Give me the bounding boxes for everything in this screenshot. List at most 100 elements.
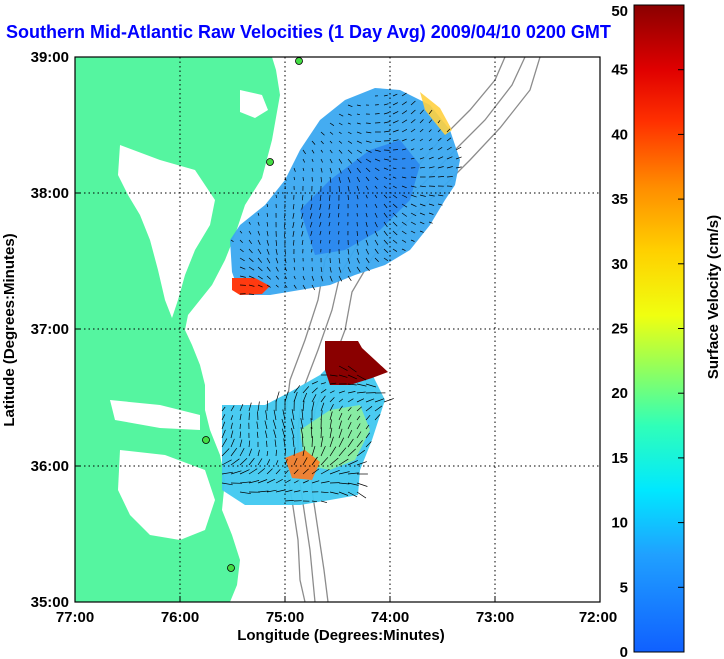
- velocity-vector: [293, 257, 295, 263]
- velocity-vector: [401, 194, 408, 198]
- x-tick-label: 74:00: [371, 609, 409, 626]
- y-tick-label: 35:00: [31, 594, 69, 611]
- velocity-vector: [365, 424, 370, 430]
- velocity-vector: [284, 459, 288, 466]
- velocity-vector: [356, 122, 361, 125]
- velocity-vector: [239, 431, 242, 439]
- velocity-vector: [401, 230, 407, 235]
- velocity-vector: [320, 410, 323, 421]
- velocity-vector: [275, 489, 285, 493]
- velocity-vector: [374, 239, 379, 246]
- velocity-field-south-max: [325, 341, 388, 385]
- velocity-vector: [437, 203, 443, 206]
- velocity-vector: [293, 457, 298, 466]
- velocity-vector: [320, 275, 324, 282]
- velocity-vector: [311, 480, 320, 484]
- velocity-vector: [383, 130, 390, 133]
- velocity-vector: [338, 398, 344, 403]
- velocity-vector: [328, 212, 331, 218]
- velocity-vector: [329, 131, 334, 135]
- velocity-vector: [383, 176, 388, 180]
- velocity-vector: [365, 414, 371, 421]
- velocity-vector: [383, 167, 389, 170]
- velocity-vector: [329, 239, 331, 244]
- colorbar-tick-label: 35: [611, 191, 628, 208]
- velocity-vector: [392, 102, 398, 106]
- velocity-vector: [401, 138, 407, 142]
- velocity-vector: [410, 109, 416, 115]
- velocity-vector: [365, 122, 371, 124]
- velocity-vector: [347, 414, 352, 421]
- velocity-vector: [284, 469, 289, 475]
- velocity-vector: [320, 500, 328, 504]
- velocity-vector: [230, 422, 233, 430]
- velocity-vector: [347, 460, 358, 466]
- velocity-vector: [320, 395, 326, 403]
- colorbar-tick-label: 0: [620, 644, 628, 659]
- colorbar: [633, 4, 685, 653]
- velocity-vector: [320, 266, 323, 273]
- velocity-vector: [320, 468, 330, 475]
- velocity-vector: [257, 221, 260, 226]
- velocity-vector: [301, 203, 304, 210]
- velocity-vector: [329, 167, 333, 174]
- velocity-vector: [221, 459, 232, 466]
- velocity-vector: [337, 212, 340, 218]
- velocity-vector: [239, 448, 245, 457]
- velocity-vector: [338, 437, 345, 448]
- velocity-vector: [338, 230, 340, 235]
- velocity-vector: [275, 449, 277, 457]
- velocity-vector: [437, 120, 441, 124]
- velocity-vector: [302, 436, 304, 448]
- velocity-vector: [221, 421, 226, 430]
- velocity-vector: [347, 407, 352, 412]
- velocity-vector: [365, 432, 370, 439]
- velocity-vector: [319, 221, 322, 227]
- velocity-vector: [284, 257, 287, 263]
- velocity-vector: [275, 469, 281, 475]
- velocity-vector: [392, 93, 398, 97]
- velocity-vector: [266, 468, 273, 475]
- velocity-vector: [374, 405, 383, 412]
- velocity-vector: [311, 500, 318, 503]
- velocity-vector: [329, 158, 333, 164]
- velocity-vector: [302, 266, 305, 271]
- velocity-vector: [275, 460, 279, 466]
- velocity-vector: [356, 461, 367, 466]
- y-tick-label: 39:00: [31, 49, 69, 66]
- velocity-vector: [365, 149, 372, 153]
- velocity-vector: [221, 448, 230, 457]
- y-tick-labels: 39:00 38:00 37:00 36:00 35:00: [31, 49, 69, 611]
- tick-marks: [75, 192, 496, 602]
- velocity-vector: [437, 129, 441, 133]
- velocity-vector: [291, 409, 295, 421]
- velocity-vector: [374, 248, 379, 254]
- velocity-vector: [392, 203, 398, 208]
- velocity-vector: [221, 471, 233, 475]
- velocity-vector: [221, 429, 226, 439]
- y-tick-label: 37:00: [31, 321, 69, 338]
- velocity-vector: [374, 176, 379, 181]
- velocity-vector: [266, 248, 270, 255]
- velocity-vector: [239, 266, 246, 270]
- y-axis-label: Latitude (Degrees:Minutes): [1, 233, 18, 426]
- velocity-vector: [257, 490, 269, 493]
- velocity-vector: [329, 390, 335, 394]
- velocity-vector: [374, 257, 379, 263]
- velocity-vector: [338, 158, 343, 164]
- velocity-vector: [401, 101, 407, 106]
- velocity-vector: [392, 248, 398, 252]
- velocity-vector: [401, 176, 407, 179]
- velocity-vector: [293, 480, 299, 484]
- velocity-vector: [338, 374, 348, 378]
- velocity-vector: [274, 439, 277, 448]
- velocity-vector: [338, 365, 348, 371]
- velocity-vector: [347, 421, 352, 430]
- velocity-vector: [338, 420, 342, 430]
- velocity-vector: [455, 166, 462, 169]
- velocity-vector: [272, 419, 277, 430]
- velocity-vector: [266, 440, 268, 448]
- velocity-vector: [311, 468, 320, 475]
- velocity-vector: [266, 203, 269, 207]
- velocity-vector: [221, 414, 226, 421]
